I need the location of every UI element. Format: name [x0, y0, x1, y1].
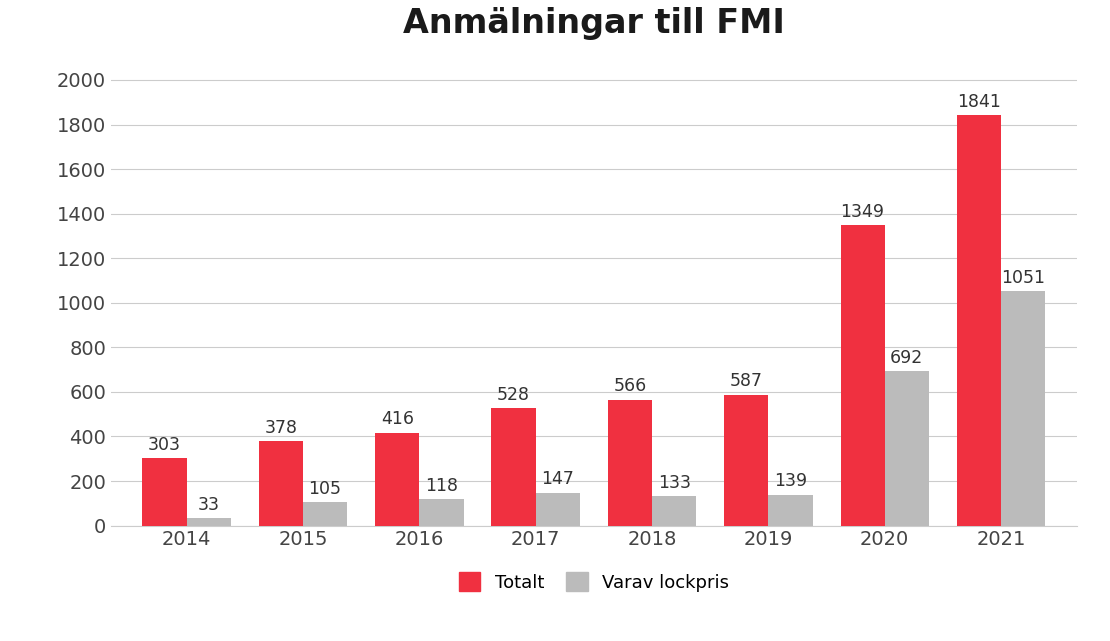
- Legend: Totalt, Varav lockpris: Totalt, Varav lockpris: [450, 563, 738, 601]
- Bar: [1001, 292, 1046, 526]
- Text: 118: 118: [425, 477, 458, 495]
- Text: 416: 416: [381, 410, 414, 428]
- Text: 1349: 1349: [840, 203, 885, 221]
- Bar: [768, 495, 813, 526]
- Bar: [536, 493, 579, 526]
- Bar: [957, 115, 1001, 526]
- Text: 139: 139: [774, 472, 807, 490]
- Text: 303: 303: [148, 436, 181, 454]
- Text: 33: 33: [198, 495, 220, 514]
- Bar: [420, 499, 464, 526]
- Text: 692: 692: [890, 349, 924, 367]
- Text: 133: 133: [657, 474, 690, 492]
- Bar: [492, 408, 536, 526]
- Text: 587: 587: [729, 372, 763, 390]
- Title: Anmälningar till FMI: Anmälningar till FMI: [403, 6, 785, 40]
- Text: 566: 566: [614, 377, 646, 395]
- Bar: [885, 371, 929, 526]
- Bar: [259, 442, 303, 526]
- Text: 147: 147: [542, 470, 574, 488]
- Text: 378: 378: [264, 419, 297, 437]
- Bar: [608, 399, 652, 526]
- Bar: [375, 433, 420, 526]
- Bar: [186, 519, 231, 526]
- Bar: [724, 395, 768, 526]
- Bar: [840, 225, 885, 526]
- Text: 1051: 1051: [1001, 269, 1046, 287]
- Text: 528: 528: [497, 385, 531, 404]
- Text: 105: 105: [309, 479, 342, 498]
- Text: 1841: 1841: [957, 93, 1001, 111]
- Bar: [652, 496, 696, 526]
- Bar: [303, 503, 347, 526]
- Bar: [142, 458, 186, 526]
